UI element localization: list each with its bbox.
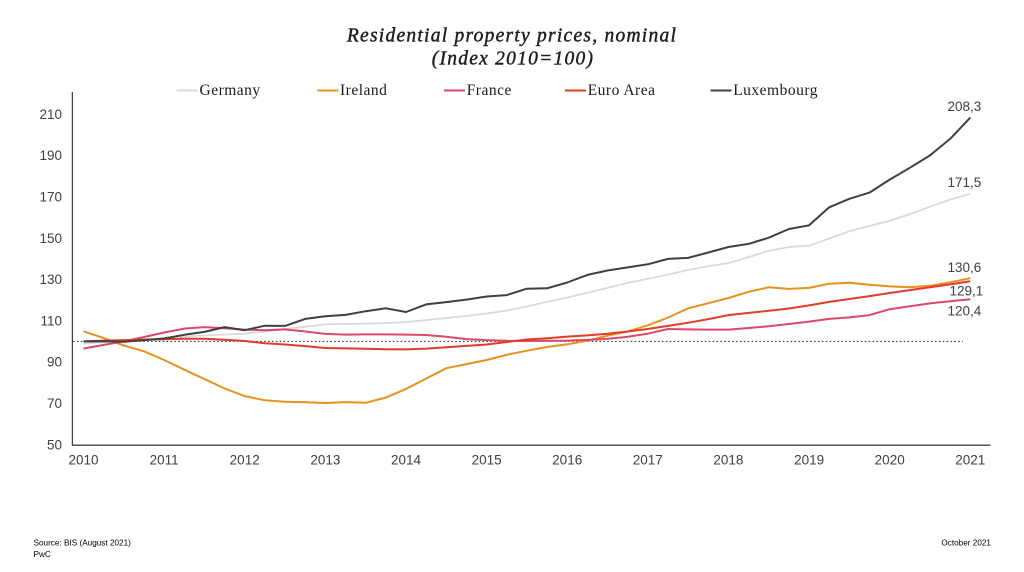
svg-text:130,6: 130,6 [948,260,982,275]
svg-text:2016: 2016 [552,453,582,468]
svg-text:2014: 2014 [391,453,422,468]
svg-text:2019: 2019 [794,453,824,468]
svg-text:70: 70 [47,396,62,411]
svg-text:2015: 2015 [472,453,502,468]
svg-text:Source: BIS (August 2021): Source: BIS (August 2021) [34,539,132,548]
svg-text:2011: 2011 [150,453,179,468]
svg-text:50: 50 [47,437,62,452]
svg-text:2010: 2010 [68,453,98,468]
svg-text:Germany: Germany [200,82,261,99]
svg-text:2018: 2018 [713,453,743,468]
svg-text:2017: 2017 [633,453,663,468]
svg-text:Luxembourg: Luxembourg [733,82,818,99]
svg-text:129,1: 129,1 [950,284,984,299]
svg-text:170: 170 [39,189,62,204]
svg-text:2021: 2021 [955,453,985,468]
svg-text:210: 210 [39,107,62,122]
svg-text:90: 90 [47,355,62,370]
svg-text:130: 130 [39,272,62,287]
svg-text:Residential property prices, n: Residential property prices, nominal [346,26,677,47]
svg-text:120,4: 120,4 [948,303,982,318]
svg-text:150: 150 [39,231,62,246]
svg-text:171,5: 171,5 [948,175,982,190]
svg-text:October 2021: October 2021 [941,539,991,548]
svg-text:France: France [467,82,512,99]
svg-text:2012: 2012 [230,453,260,468]
svg-text:208,3: 208,3 [948,99,982,114]
svg-text:Ireland: Ireland [340,82,387,99]
svg-text:190: 190 [39,148,62,163]
svg-text:Euro Area: Euro Area [588,82,656,99]
svg-text:PwC: PwC [34,550,51,559]
svg-text:110: 110 [40,313,62,328]
svg-text:2020: 2020 [875,453,905,468]
svg-text:(Index 2010=100): (Index 2010=100) [432,49,595,70]
svg-text:2013: 2013 [310,453,340,468]
